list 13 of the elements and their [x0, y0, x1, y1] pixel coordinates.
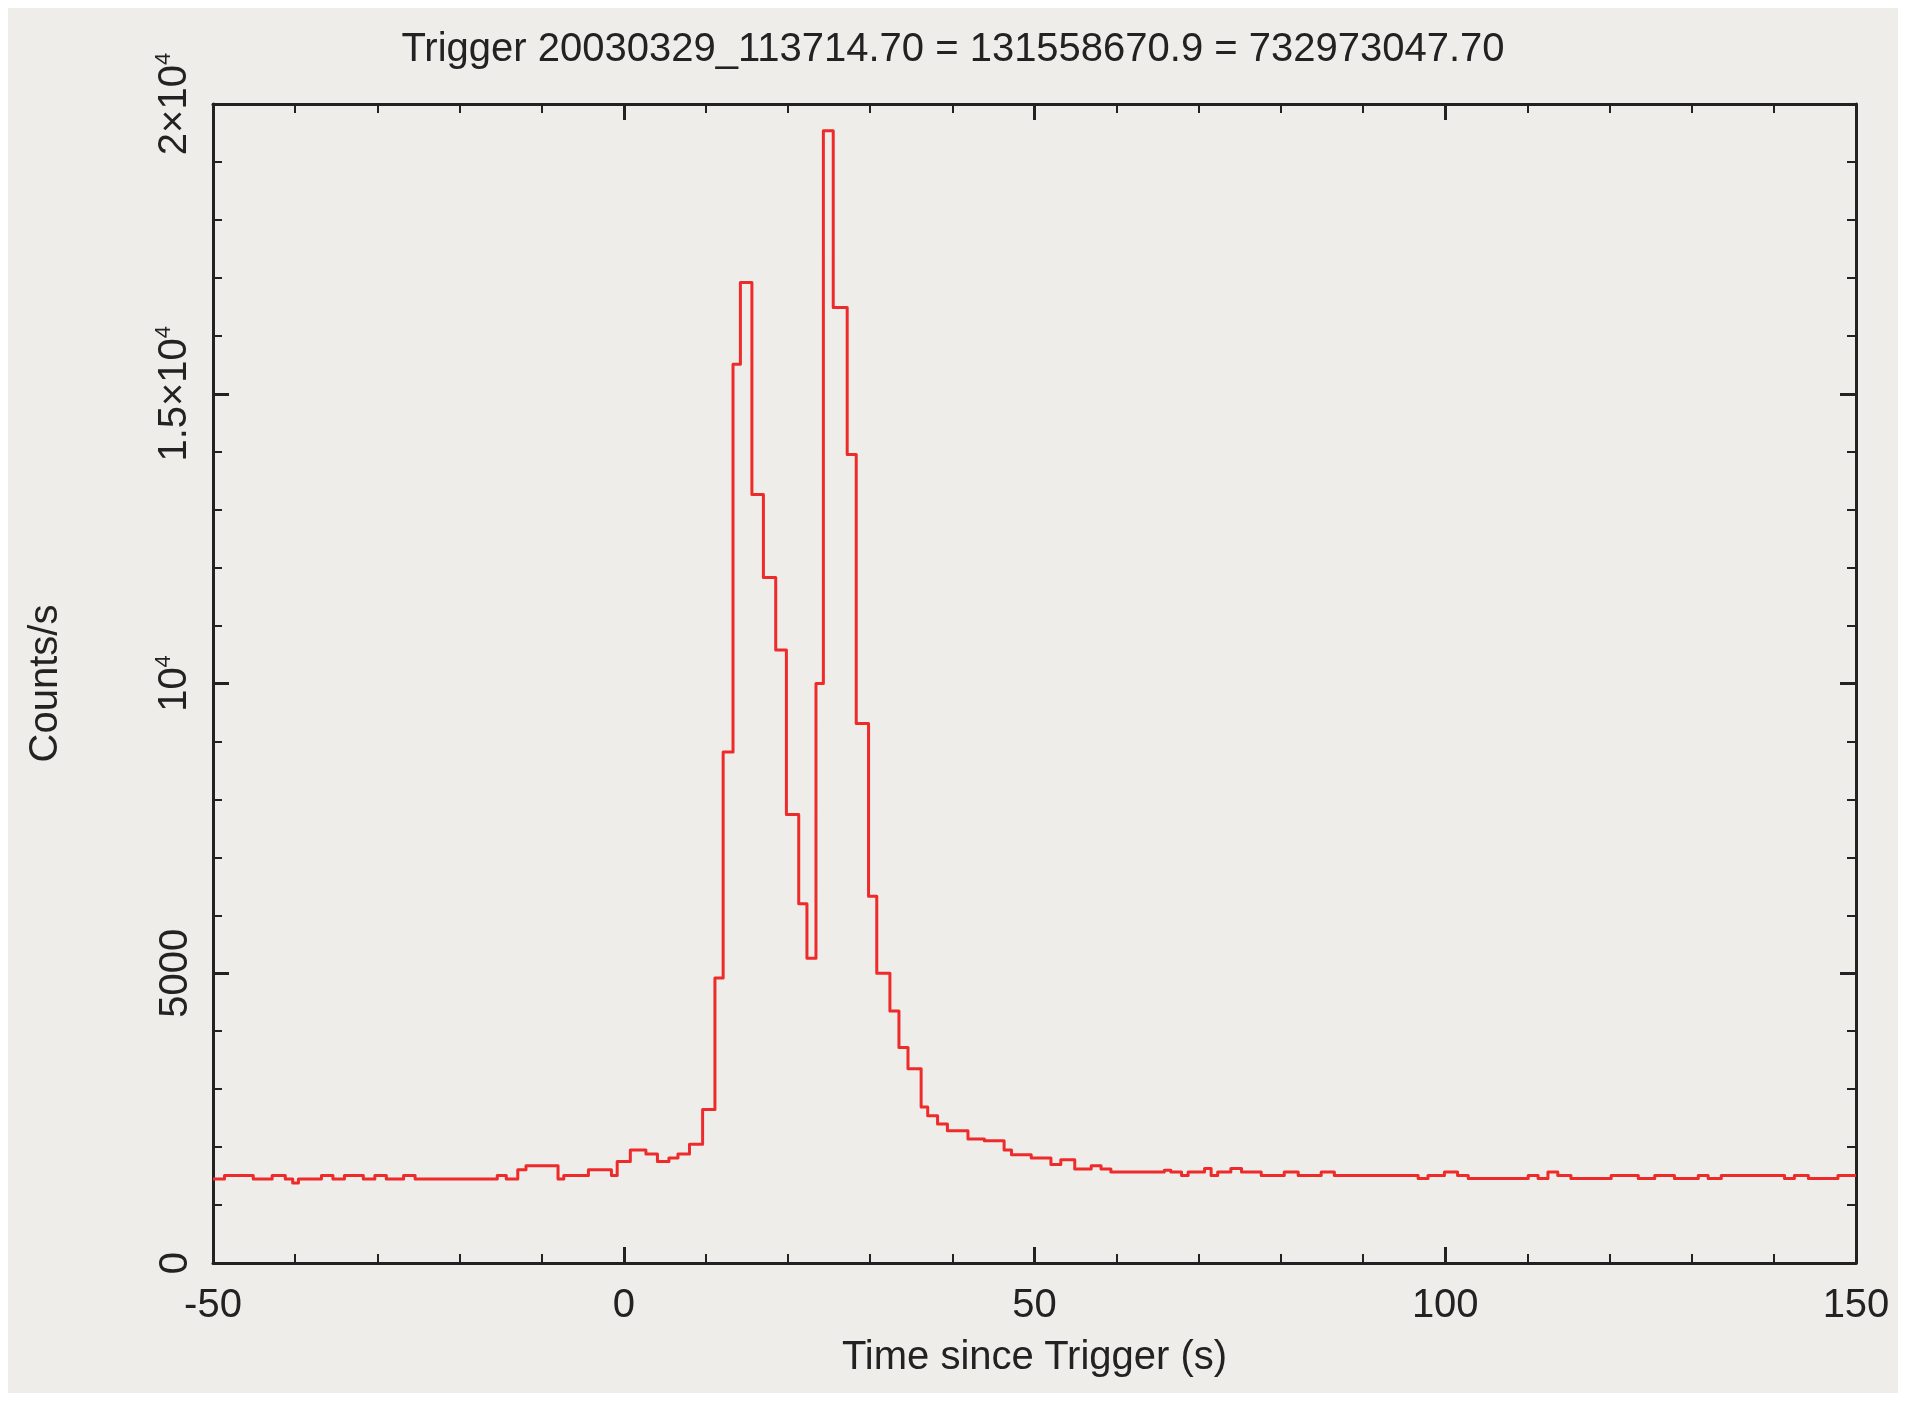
- x-tick-label: 50: [1012, 1281, 1057, 1325]
- y-tick-label: 104: [149, 655, 194, 712]
- x-tick-label: 150: [1822, 1281, 1890, 1325]
- y-tick-label: 5000: [151, 928, 195, 1018]
- x-axis-title: Time since Trigger (s): [841, 1333, 1228, 1377]
- chart-title: Trigger 20030329_113714.70 = 131558670.9 = 732973047.70: [401, 25, 1505, 69]
- x-tick-label: 0: [612, 1281, 635, 1325]
- x-tick-label: 100: [1411, 1281, 1479, 1325]
- y-axis-title: Counts/s: [21, 604, 65, 763]
- y-tick-label: 0: [151, 1251, 195, 1275]
- y-tick-label: 2×104: [149, 52, 194, 156]
- x-tick-label: -50: [184, 1281, 242, 1325]
- y-tick-label: 1.5×104: [149, 325, 194, 462]
